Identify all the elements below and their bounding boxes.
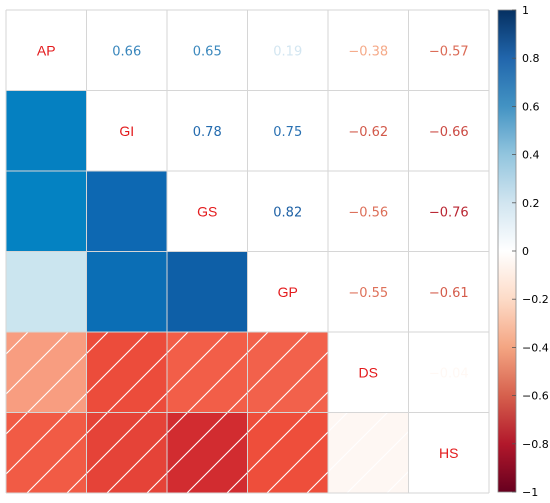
cell-square-GS-AP xyxy=(6,171,87,252)
cell-square-GP-GI xyxy=(86,251,167,332)
corr-value-DS-HS: −0.04 xyxy=(429,366,469,381)
cell-labels: AP 0.66 0.65 0.19 −0.38 −0.57 GI 0.78 0.75 −0.62 −… xyxy=(37,42,469,461)
corr-value-GI-HS: −0.66 xyxy=(429,125,469,140)
hatch-overlay-DS-AP xyxy=(6,332,87,413)
corr-value-AP-HS: −0.57 xyxy=(429,44,469,59)
corr-value-GS-HS: −0.76 xyxy=(429,205,469,220)
hatch-overlay-HS-GI xyxy=(86,412,167,493)
colorbar-tick-label: −1 xyxy=(522,486,538,499)
corr-value-GP-DS: −0.55 xyxy=(348,286,388,301)
colorbar-tick-label: −0.4 xyxy=(522,341,549,354)
corr-value-GI-GS: 0.78 xyxy=(193,125,222,140)
colorbar-tick-label: 0.4 xyxy=(522,149,540,162)
corr-value-GP-HS: −0.61 xyxy=(429,286,469,301)
variable-label-HS: HS xyxy=(439,445,458,461)
hatch-overlay-HS-GS xyxy=(167,412,248,493)
corr-value-GI-DS: −0.62 xyxy=(348,125,388,140)
variable-label-DS: DS xyxy=(359,364,378,380)
colorbar-tick-label: 0.2 xyxy=(522,197,540,210)
colorbar: 1 0.8 0.6 0.4 0.2 0 −0.2 −0.4 −0.6 −0.8 −1 xyxy=(497,4,549,499)
cell-square-GI-AP xyxy=(6,90,87,171)
hatch-overlay-DS-GS xyxy=(167,332,248,413)
corr-value-AP-GP: 0.19 xyxy=(273,44,302,59)
hatch-overlay-HS-DS xyxy=(328,412,409,493)
corr-value-GS-DS: −0.56 xyxy=(348,205,388,220)
variable-label-GS: GS xyxy=(197,203,217,219)
hatch-overlay-HS-AP xyxy=(6,412,87,493)
colorbar-tick-label: −0.2 xyxy=(522,293,549,306)
hatch-overlay-HS-GP xyxy=(247,412,328,493)
corr-value-AP-DS: −0.38 xyxy=(348,44,388,59)
hatch-overlay-DS-GP xyxy=(247,332,328,413)
colorbar-tick-label: −0.8 xyxy=(522,438,549,451)
colorbar-tick-label: 0.8 xyxy=(522,52,540,65)
grid-lines xyxy=(5,9,490,494)
variable-label-AP: AP xyxy=(37,42,56,58)
colorbar-tick-label: 0.6 xyxy=(522,100,540,113)
hatch-overlay-DS-GI xyxy=(86,332,167,413)
colorbar-tick-label: −0.6 xyxy=(522,390,549,403)
cell-square-GP-AP xyxy=(6,251,87,332)
corr-value-GI-GP: 0.75 xyxy=(273,125,302,140)
corr-value-GS-GP: 0.82 xyxy=(273,205,302,220)
colorbar-tick-label: 1 xyxy=(522,4,529,17)
cell-square-GS-GI xyxy=(86,171,167,252)
cell-square-GP-GS xyxy=(167,251,248,332)
correlation-grid xyxy=(6,90,409,493)
variable-label-GP: GP xyxy=(278,284,298,300)
corr-value-AP-GS: 0.65 xyxy=(193,44,222,59)
colorbar-tick-label: 0 xyxy=(522,245,529,258)
corr-value-AP-GI: 0.66 xyxy=(112,44,141,59)
variable-label-GI: GI xyxy=(119,123,134,139)
